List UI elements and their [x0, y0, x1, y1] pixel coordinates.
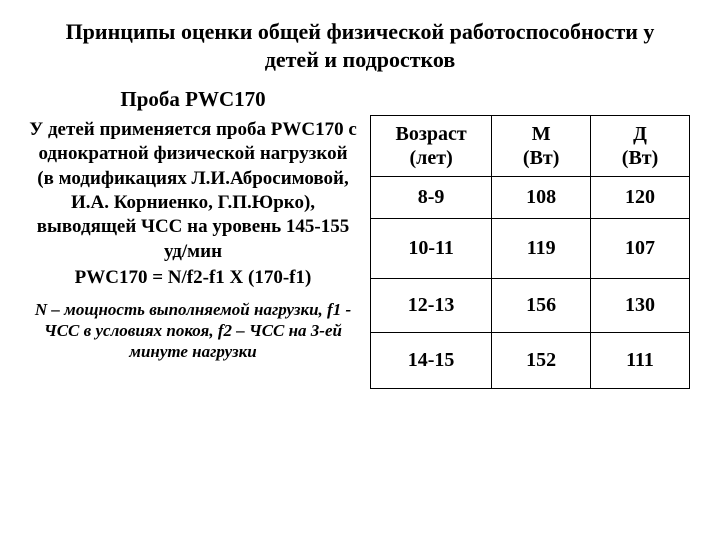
- cell-m: 152: [492, 333, 591, 389]
- cell-d: 111: [591, 333, 690, 389]
- cell-m: 156: [492, 279, 591, 333]
- formula: PWC170 = N/f2-f1 X (170-f1): [28, 266, 358, 291]
- table-row: 14-15 152 111: [371, 333, 690, 389]
- data-table: Возраст (лет) М (Вт) Д (Вт) 8-9 1: [370, 115, 690, 389]
- header-d-l1: Д: [633, 123, 647, 145]
- header-m: М (Вт): [492, 116, 591, 177]
- table-header-row: Возраст (лет) М (Вт) Д (Вт): [371, 116, 690, 177]
- page-title: Принципы оценки общей физической работос…: [28, 18, 692, 73]
- cell-age: 12-13: [371, 279, 492, 333]
- table-row: 12-13 156 130: [371, 279, 690, 333]
- header-age-l1: Возраст: [396, 123, 467, 145]
- content-row: Проба PWC170 У детей применяется проба P…: [28, 87, 692, 389]
- paragraph-note: N – мощность выполняемой нагрузки, f1 - …: [28, 299, 358, 363]
- header-d: Д (Вт): [591, 116, 690, 177]
- cell-d: 120: [591, 177, 690, 219]
- cell-m: 108: [492, 177, 591, 219]
- header-age: Возраст (лет): [371, 116, 492, 177]
- subtitle: Проба PWC170: [28, 87, 358, 112]
- header-m-l1: М: [532, 123, 551, 145]
- cell-age: 8-9: [371, 177, 492, 219]
- cell-m: 119: [492, 219, 591, 279]
- cell-d: 130: [591, 279, 690, 333]
- paragraph-main: У детей применяется проба PWC170 с однок…: [28, 118, 358, 264]
- cell-d: 107: [591, 219, 690, 279]
- right-column: Возраст (лет) М (Вт) Д (Вт) 8-9 1: [370, 87, 690, 389]
- header-age-l2: (лет): [409, 147, 452, 169]
- cell-age: 14-15: [371, 333, 492, 389]
- header-d-l2: (Вт): [622, 147, 658, 169]
- header-m-l2: (Вт): [523, 147, 559, 169]
- cell-age: 10-11: [371, 219, 492, 279]
- table-row: 8-9 108 120: [371, 177, 690, 219]
- left-column: Проба PWC170 У детей применяется проба P…: [28, 87, 358, 389]
- table-row: 10-11 119 107: [371, 219, 690, 279]
